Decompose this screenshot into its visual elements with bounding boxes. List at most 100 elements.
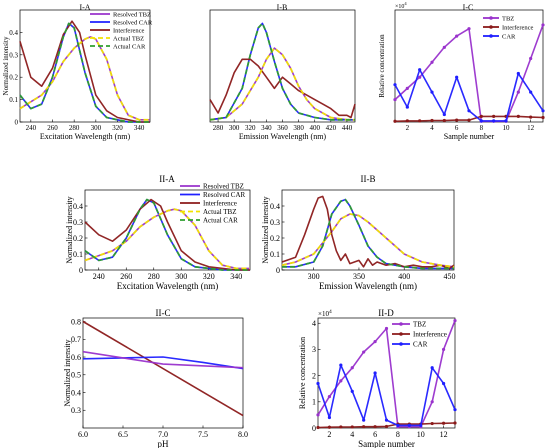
series-line-actual-tbz [281, 213, 455, 268]
legend-marker [399, 332, 403, 336]
chart-i-a: I-A 240 260 280 300 320 340 0 0.1 0.2 0.3 0.4 Excita… [2, 3, 153, 141]
series-line-car [82, 356, 244, 370]
y-tick-label: 0.2 [9, 74, 18, 82]
y-tick-label: 0.1 [9, 96, 18, 104]
legend-label: Interference [113, 27, 145, 34]
x-tick-label: 340 [261, 124, 272, 132]
plot-frame [394, 9, 544, 123]
x-tick-label: 300 [91, 124, 102, 132]
data-point [479, 114, 483, 118]
y-tick-label: 0.2 [270, 234, 280, 243]
series-line-actual-tbz [84, 208, 250, 270]
data-point [453, 421, 457, 425]
y-tick-label: 3 [312, 345, 316, 354]
chart-title: II-A [159, 174, 175, 184]
data-point [339, 379, 343, 383]
x-axis-label: Sample number [358, 439, 415, 448]
series-group [209, 22, 356, 121]
y-tick-label: 0.7 [71, 335, 81, 344]
y-tick-label: 0.5 [71, 371, 81, 380]
x-tick-label: 6.0 [78, 430, 88, 439]
legend-label: Actual TBZ [203, 208, 237, 216]
plot-frame [19, 9, 151, 123]
chart-title: I-A [79, 3, 90, 12]
y-tick-label: 0.3 [73, 218, 83, 227]
data-point [441, 421, 446, 425]
series-line-resolved-car [209, 22, 355, 121]
legend-label: Actual CAR [203, 216, 238, 224]
x-tick-label: 350 [353, 272, 365, 281]
data-point [419, 423, 423, 427]
x-tick-label: 280 [69, 124, 80, 132]
data-point [442, 118, 446, 123]
data-point [393, 98, 397, 102]
data-point [442, 45, 446, 49]
chart-title: I-B [277, 3, 288, 12]
legend-label: Resolved TBZ [113, 11, 151, 18]
legend-label: TBZ [502, 15, 514, 22]
x-tick-label: 7.5 [198, 430, 208, 439]
x-tick-label: 260 [120, 272, 132, 281]
data-point [327, 394, 332, 399]
data-point [362, 425, 366, 429]
data-point [316, 425, 320, 430]
legend-marker [399, 322, 403, 326]
chart-title: II-D [378, 308, 394, 318]
x-axis-label: Excitation Wavelength (nm) [117, 281, 219, 291]
legend-marker [399, 342, 403, 346]
data-point [384, 326, 389, 331]
series-group [82, 320, 244, 417]
data-point [442, 112, 446, 117]
data-point [350, 366, 354, 370]
legend-marker [489, 34, 493, 38]
y-exponent-label: ×104 [318, 309, 332, 318]
series-line-tbz [394, 24, 544, 123]
data-point [327, 415, 332, 420]
x-tick-label: 7.0 [158, 430, 168, 439]
series-line-car [394, 68, 544, 122]
data-point [529, 90, 533, 94]
x-tick-label: 360 [277, 124, 288, 132]
plot-frame [281, 189, 455, 271]
data-point [441, 381, 446, 386]
data-point [453, 408, 457, 412]
data-point [362, 350, 366, 354]
series-line-tbz [82, 350, 244, 369]
legend-label: Actual CAR [113, 43, 146, 50]
x-tick-label: 280 [213, 124, 224, 132]
series-line-actual-tbz [209, 47, 355, 121]
legend-label: Resolved CAR [113, 19, 153, 26]
y-tick-label: 0.4 [71, 388, 81, 397]
data-point [350, 389, 354, 393]
data-point [316, 381, 320, 386]
x-tick-label: 440 [342, 124, 353, 132]
legend-label: Actual TBZ [113, 35, 144, 42]
data-point [362, 418, 366, 422]
legend-label: Interference [203, 199, 237, 207]
legend-label: CAR [502, 33, 516, 40]
chart-i-b: I-B 280 300 320 340 360 380 400 420 440 Emission W… [209, 3, 356, 141]
data-point [418, 119, 422, 123]
data-point [430, 118, 434, 123]
data-point [455, 75, 459, 79]
y-exponent-label: ×104 [395, 1, 407, 10]
x-tick-label: 300 [229, 124, 240, 132]
x-tick-label: 340 [230, 272, 242, 281]
series-line-interference [82, 320, 244, 417]
series-line-actual-car [209, 22, 355, 121]
series-line-actual-tbz [19, 36, 150, 121]
x-tick-label: 320 [112, 124, 123, 132]
series-group [393, 23, 545, 123]
y-tick-label: 0 [15, 118, 19, 126]
data-point [418, 75, 422, 79]
y-tick-label: 0.4 [270, 202, 280, 211]
y-tick-label: 0 [79, 266, 83, 275]
x-tick-label: 450 [443, 272, 455, 281]
data-point [430, 421, 434, 426]
series-line-actual-car [84, 198, 250, 271]
plot-frame [84, 189, 251, 271]
data-point [373, 425, 377, 429]
